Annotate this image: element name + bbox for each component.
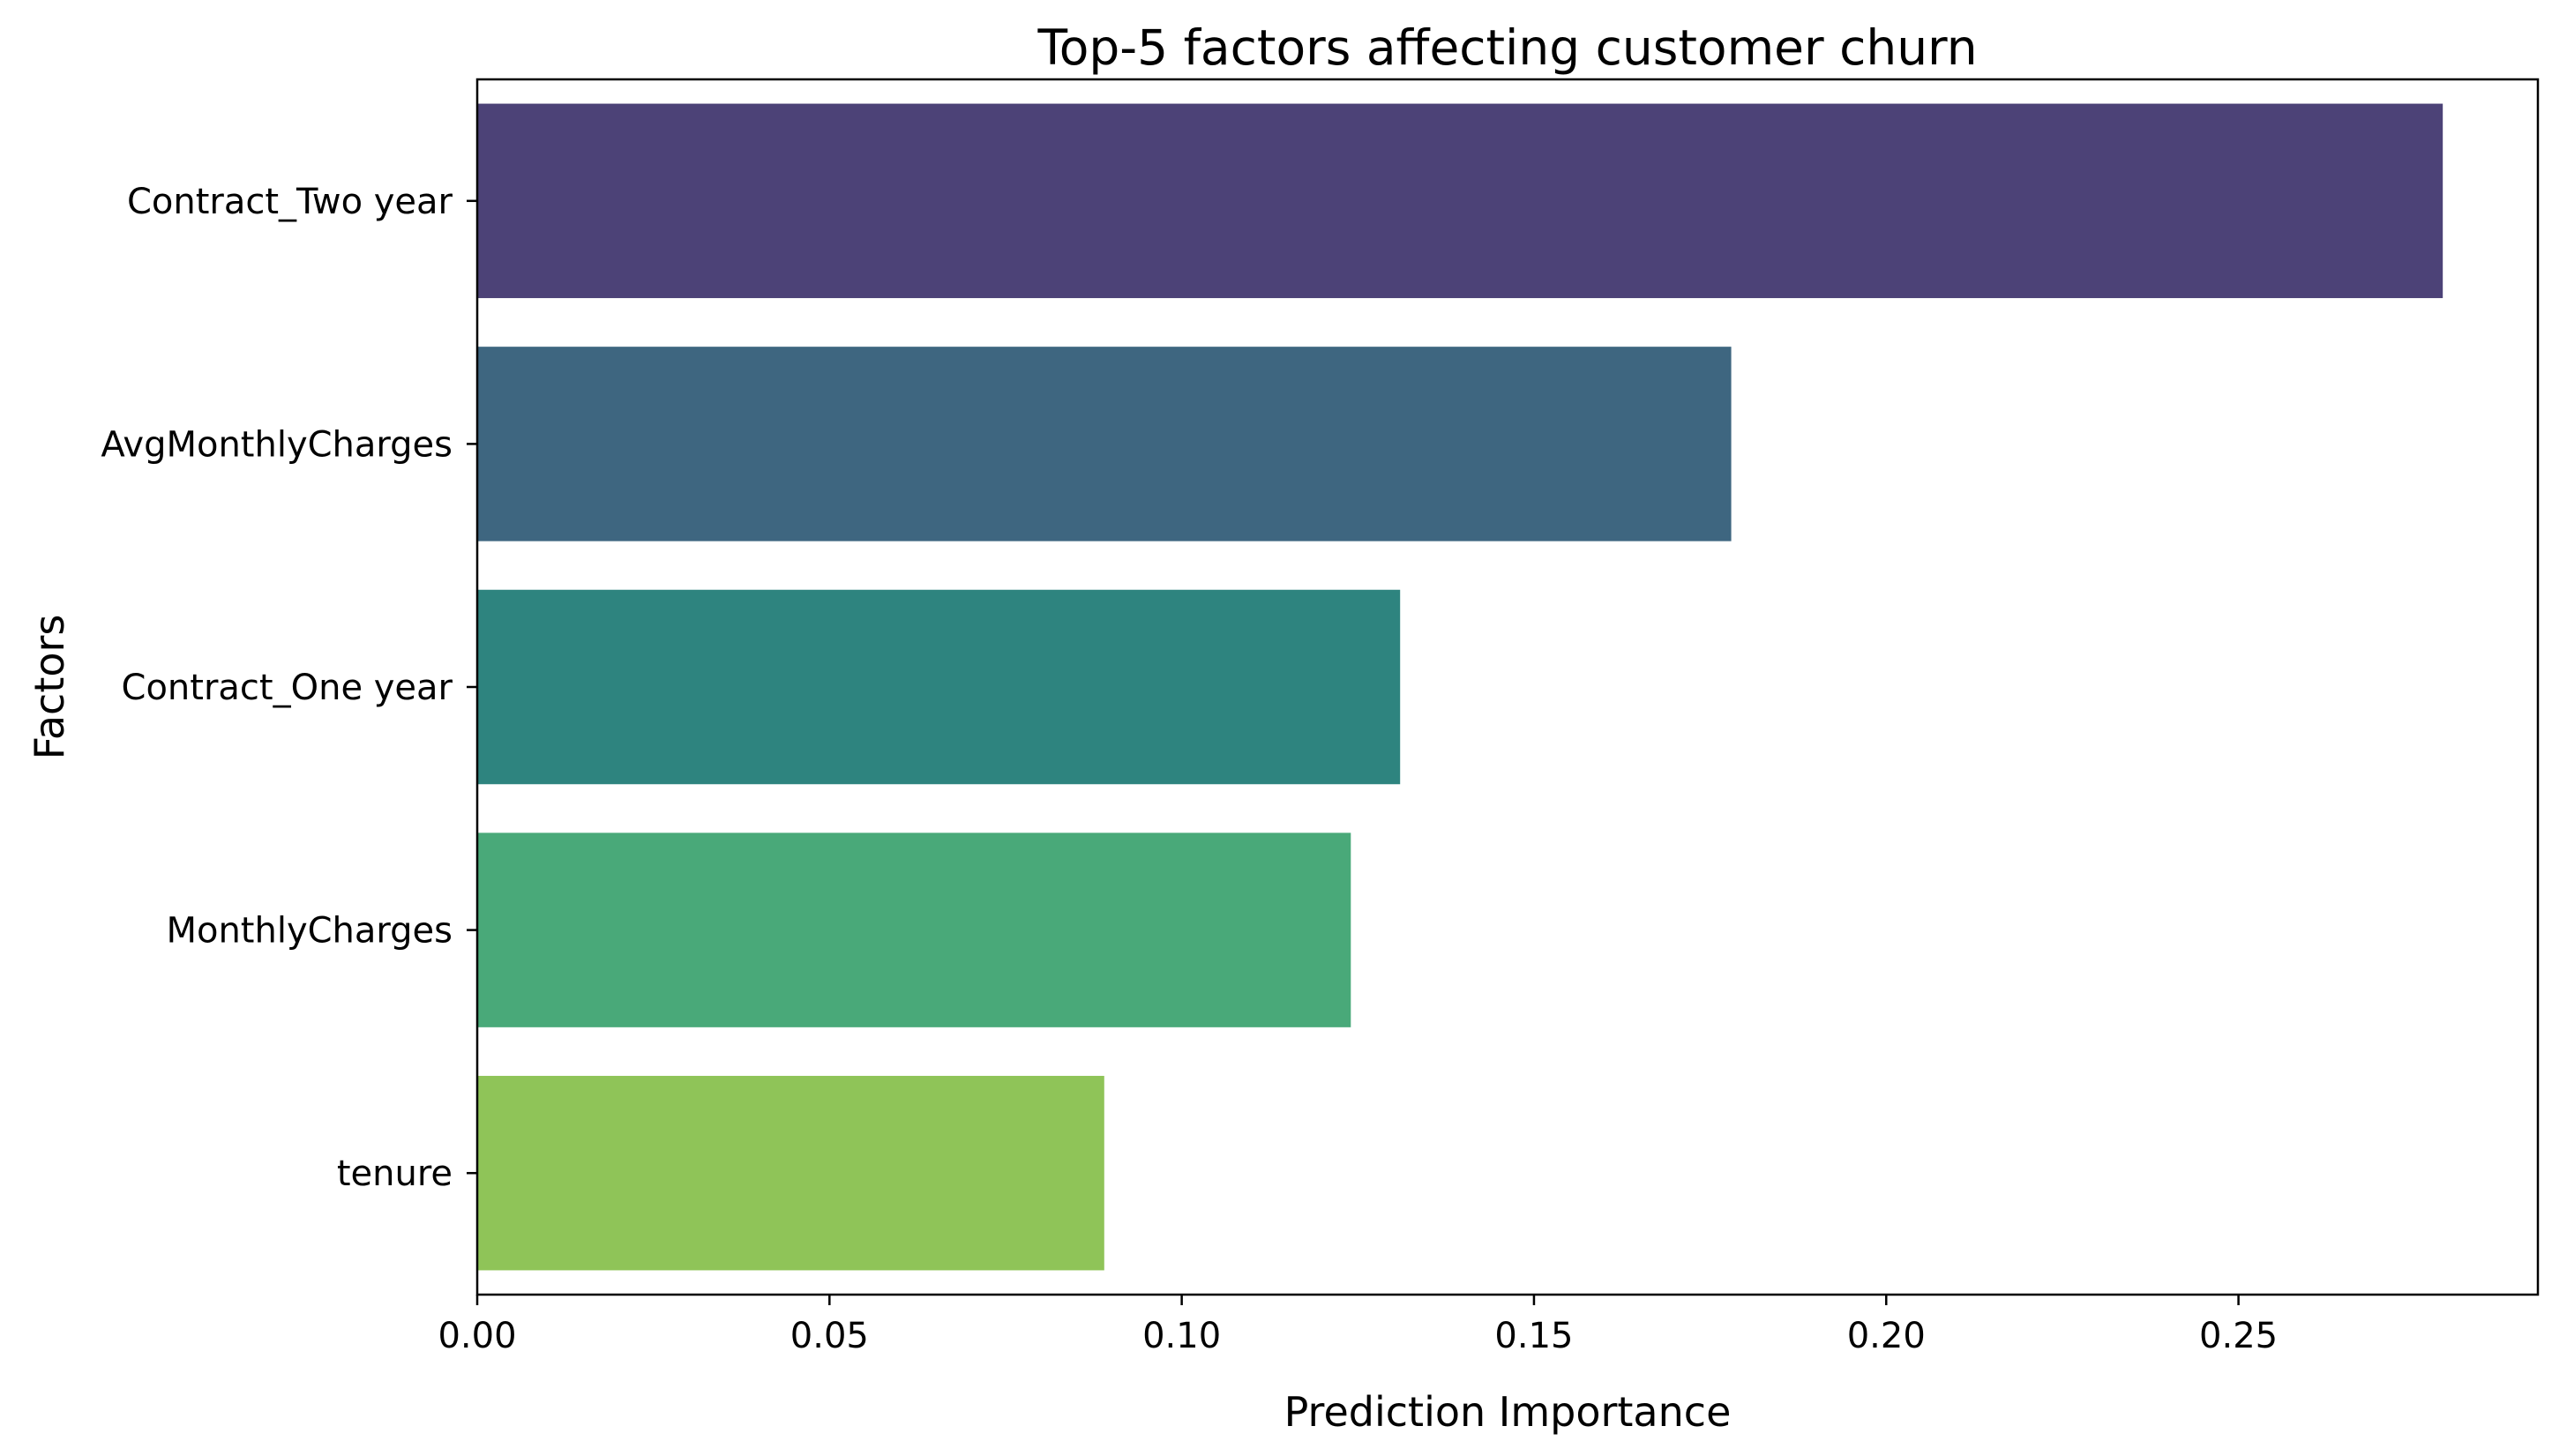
y-tick-label-1: AvgMonthlyCharges: [101, 424, 453, 465]
y-axis-label: Factors: [26, 615, 73, 760]
y-axis-ticks: Contract_Two year AvgMonthlyCharges Contra…: [101, 182, 477, 1194]
bar-4: [477, 1075, 1104, 1271]
plot-frame: [475, 78, 2540, 1296]
x-axis-label: Prediction Importance: [1284, 1388, 1732, 1436]
x-tick-label-0: 0.00: [438, 1316, 516, 1356]
y-tick-label-2: Contract_One year: [122, 668, 453, 708]
x-axis-ticks: 0.00 0.05 0.10 0.15 0.20 0.25: [438, 1295, 2278, 1356]
y-tick-label-3: MonthlyCharges: [166, 911, 453, 952]
bar-3: [477, 833, 1351, 1027]
bar-2: [477, 589, 1401, 785]
x-tick-label-3: 0.15: [1494, 1316, 1573, 1356]
y-tick-label-0: Contract_Two year: [127, 182, 453, 222]
bars-group: [477, 103, 2443, 1271]
bar-0: [477, 103, 2443, 299]
x-tick-label-5: 0.25: [2199, 1316, 2278, 1356]
bar-1: [477, 347, 1732, 541]
x-tick-label-1: 0.05: [790, 1316, 869, 1356]
x-tick-label-4: 0.20: [1847, 1316, 1926, 1356]
y-tick-label-4: tenure: [337, 1154, 453, 1194]
x-tick-label-2: 0.10: [1142, 1316, 1221, 1356]
chart-title: Top-5 factors affecting customer churn: [1037, 19, 1977, 76]
